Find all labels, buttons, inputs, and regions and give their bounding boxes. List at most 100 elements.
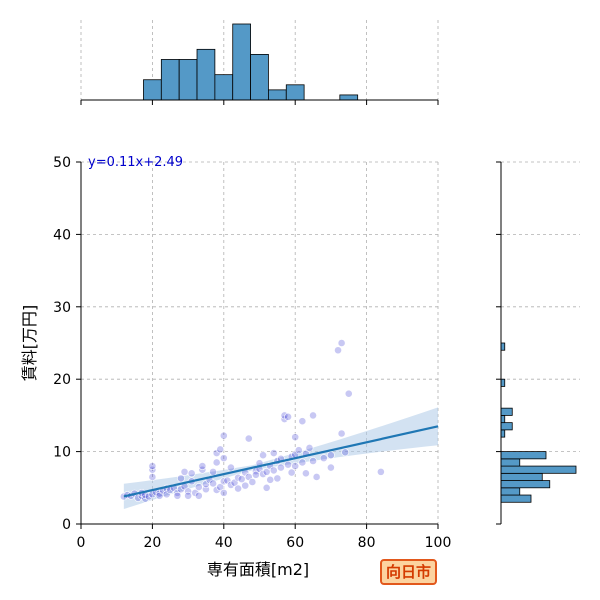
scatter-point bbox=[309, 457, 317, 465]
scatter-point bbox=[376, 467, 385, 476]
scatter-point bbox=[269, 466, 278, 475]
city-badge: 向日市 bbox=[380, 559, 438, 585]
scatter-point bbox=[305, 444, 314, 452]
top-marginal-histogram bbox=[80, 20, 439, 105]
regression-line bbox=[123, 425, 439, 498]
scatter-point bbox=[269, 449, 278, 457]
y-tick-label: 20 bbox=[53, 372, 71, 388]
scatter-point bbox=[227, 463, 235, 472]
main-gridlines bbox=[81, 161, 439, 524]
scatter-point bbox=[248, 478, 257, 486]
top-hist-bar bbox=[232, 23, 251, 101]
scatter-point bbox=[241, 481, 250, 490]
scatter-point bbox=[209, 467, 217, 476]
scatter-point bbox=[337, 339, 346, 347]
scatter-point bbox=[219, 431, 228, 440]
regression-line bbox=[123, 425, 439, 498]
scatter-point bbox=[180, 467, 189, 476]
right-hist-bar bbox=[500, 414, 506, 424]
scatter-point bbox=[194, 491, 203, 500]
regression-equation: y=0.11x+2.49 bbox=[88, 155, 183, 170]
right-hist-bar bbox=[500, 494, 532, 503]
right-marginal-histogram bbox=[496, 161, 580, 525]
right-hist-bar bbox=[500, 342, 506, 351]
x-tick-label: 0 bbox=[77, 535, 86, 551]
scatter-point bbox=[298, 458, 307, 467]
scatter-point bbox=[234, 484, 242, 493]
scatter-point bbox=[287, 468, 296, 477]
scatter-point bbox=[212, 458, 221, 467]
y-tick-label: 10 bbox=[53, 445, 71, 461]
scatter-point bbox=[216, 483, 225, 491]
scatter-point bbox=[298, 417, 307, 426]
scatter-point bbox=[244, 434, 253, 443]
y-tick-label: 40 bbox=[53, 227, 71, 243]
right-hist-bar bbox=[500, 472, 543, 481]
scatter-point bbox=[334, 346, 342, 355]
scatter-point bbox=[312, 473, 321, 481]
x-tick-label: 100 bbox=[425, 535, 452, 551]
right-hist-bar bbox=[500, 458, 521, 467]
scatter-point bbox=[187, 469, 196, 478]
scatter-point bbox=[291, 462, 300, 470]
top-hist-bar bbox=[250, 54, 269, 101]
scatter-points bbox=[119, 339, 385, 503]
scatter-point bbox=[337, 429, 346, 438]
y-tick-label: 50 bbox=[53, 155, 71, 171]
right-hist-bar bbox=[500, 407, 513, 416]
scatter-point bbox=[177, 474, 185, 483]
scatter-point bbox=[326, 451, 335, 460]
scatter-point bbox=[273, 474, 282, 483]
right-hist-bar bbox=[500, 422, 513, 431]
scatter-point bbox=[344, 389, 353, 398]
y-tick-label: 30 bbox=[53, 300, 71, 316]
scatter-point bbox=[219, 454, 228, 463]
top-hist-bar bbox=[268, 89, 287, 101]
scatter-point bbox=[194, 483, 203, 491]
scatter-point bbox=[184, 491, 192, 500]
right-hist-bar bbox=[500, 487, 521, 496]
top-hist-bar bbox=[196, 48, 216, 101]
top-hist-bar bbox=[339, 94, 359, 101]
x-tick-label: 40 bbox=[215, 535, 233, 551]
scatter-point bbox=[237, 475, 246, 484]
main-scatter-panel: 0 20 40 60 80 100 0 10 20 30 40 50 y=0.11x+2.49 専有面… bbox=[20, 155, 451, 579]
scatter-point bbox=[262, 483, 271, 492]
scatter-point bbox=[294, 446, 303, 455]
y-tick-label: 0 bbox=[62, 517, 71, 533]
right-hist-bar bbox=[500, 378, 506, 387]
scatter-point bbox=[341, 448, 350, 457]
scatter-point bbox=[291, 433, 300, 442]
right-hist-bar bbox=[500, 429, 506, 438]
scatter-point bbox=[326, 463, 335, 472]
scatter-point bbox=[266, 475, 275, 484]
scatter-point bbox=[284, 412, 292, 421]
scatter-point bbox=[148, 473, 157, 481]
top-hist-bar bbox=[214, 74, 234, 101]
scatter-point bbox=[259, 451, 267, 460]
main-axes: 0 20 40 60 80 100 0 10 20 30 40 50 bbox=[53, 155, 451, 551]
top-hist-bar bbox=[160, 59, 180, 101]
scatter-point bbox=[277, 463, 285, 472]
x-tick-label: 20 bbox=[143, 535, 161, 551]
top-hist-bar bbox=[143, 79, 162, 101]
x-tick-label: 60 bbox=[286, 535, 304, 551]
right-hist-bar bbox=[500, 465, 577, 474]
scatter-point bbox=[219, 488, 228, 497]
scatter-point bbox=[148, 462, 157, 470]
top-hist-bar bbox=[178, 59, 198, 101]
scatter-point bbox=[309, 411, 317, 420]
scatter-point bbox=[209, 479, 217, 488]
y-axis-title: 賃料[万円] bbox=[20, 305, 39, 382]
scatter-point bbox=[302, 469, 310, 478]
scatter-point bbox=[319, 454, 328, 463]
right-hist-bar bbox=[500, 480, 551, 489]
scatter-point bbox=[216, 445, 225, 454]
scatter-point bbox=[198, 462, 207, 470]
x-tick-label: 80 bbox=[358, 535, 376, 551]
x-axis-title: 専有面積[m2] bbox=[207, 560, 309, 579]
top-hist-bar bbox=[285, 84, 305, 101]
scatter-point bbox=[173, 491, 182, 500]
scatter-point bbox=[284, 460, 292, 469]
